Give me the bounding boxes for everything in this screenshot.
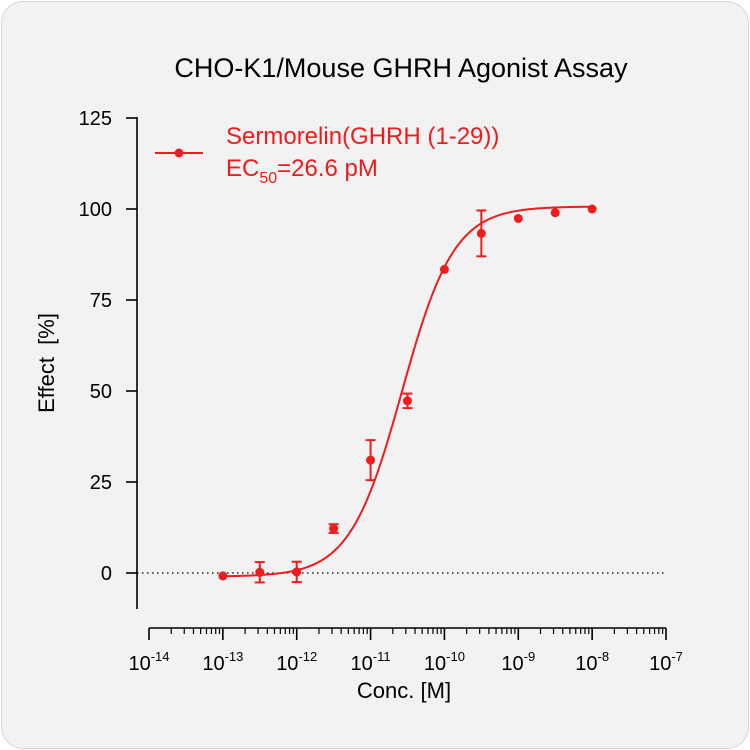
legend-ec50-text: EC50=26.6 pM [226, 155, 378, 187]
data-point [587, 204, 597, 214]
data-point [292, 567, 302, 577]
fit-curve [222, 205, 593, 578]
data-point [513, 213, 523, 223]
y-tick-label: 100 [79, 199, 112, 221]
x-tick-label: 10-10 [424, 649, 465, 675]
data-point [476, 228, 486, 238]
x-tick-label: 10-7 [649, 649, 683, 675]
x-tick-label: 10-11 [351, 649, 391, 675]
x-tick-label: 10-9 [501, 649, 535, 675]
legend-series-label: Sermorelin(GHRH (1-29)) [226, 123, 499, 150]
y-tick-label: 75 [90, 290, 112, 312]
data-point [366, 455, 376, 465]
legend-dot-marker [174, 148, 184, 158]
data-point [402, 396, 412, 406]
x-tick-label: 10-12 [276, 649, 317, 675]
y-tick-label: 25 [90, 472, 112, 494]
chart-title: CHO-K1/Mouse GHRH Agonist Assay [174, 53, 628, 83]
y-tick-label: 125 [79, 108, 112, 130]
ec50-subscript: 50 [259, 170, 277, 187]
data-point [439, 264, 449, 274]
data-points [218, 204, 597, 584]
data-point [255, 567, 265, 577]
ec50-value: =26.6 pM [277, 155, 378, 182]
x-axis-ticks: 10-14 10-13 10-12 10-11 10-10 10-9 10-8 10-7 [128, 628, 683, 675]
y-tick-label: 50 [90, 381, 112, 403]
x-tick-label: 10-13 [202, 649, 243, 675]
data-point [329, 524, 339, 534]
x-tick-label: 10-14 [128, 649, 169, 675]
ec50-prefix: EC [226, 155, 259, 182]
y-axis-ticks: 0 25 50 75 100 125 [79, 108, 137, 585]
data-point [218, 571, 228, 581]
data-point [550, 208, 560, 218]
legend: Sermorelin(GHRH (1-29)) EC50=26.6 pM [155, 123, 499, 187]
x-tick-label: 10-8 [575, 649, 609, 675]
x-axis-label: Conc. [M] [357, 678, 451, 703]
y-tick-label: 0 [101, 563, 112, 585]
y-axis-label: Effect [%] [34, 313, 59, 413]
